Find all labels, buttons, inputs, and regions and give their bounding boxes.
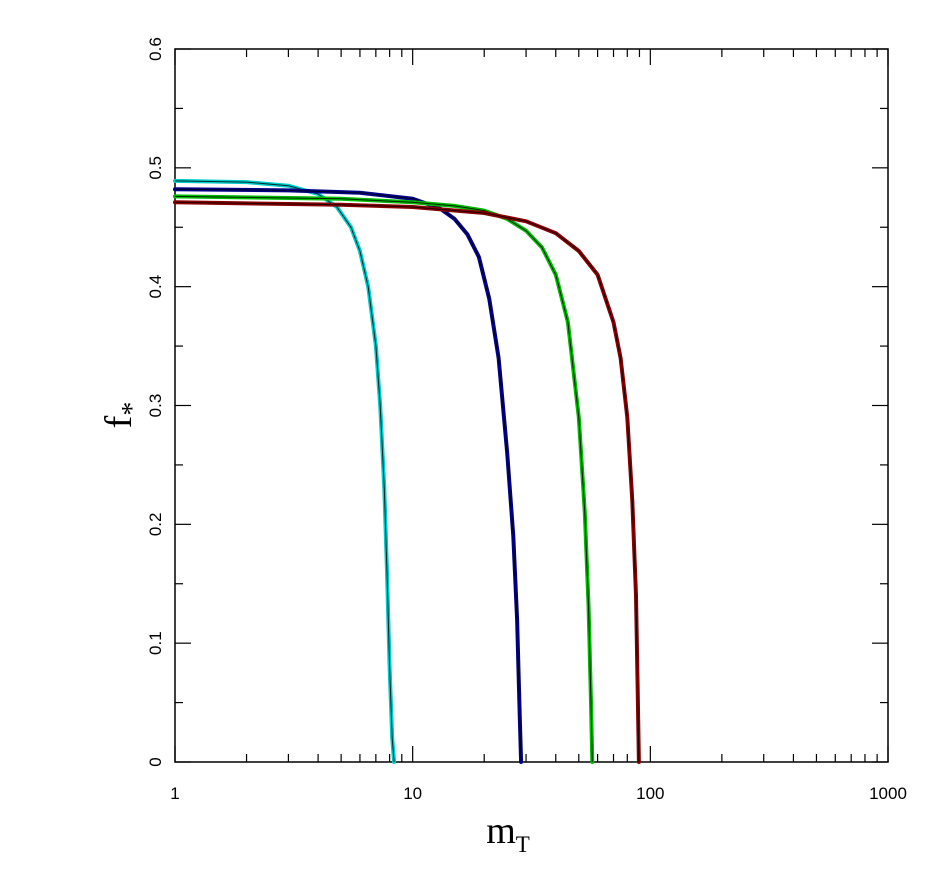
y-tick-label: 0.1 (146, 631, 165, 655)
x-tick-label: 10 (403, 784, 422, 803)
y-tick-label: 0.2 (146, 513, 165, 537)
y-tick-label: 0 (146, 757, 165, 766)
series-line-core-2 (174, 195, 593, 763)
x-axis-label: mT (486, 810, 530, 857)
y-axis-label: f* (98, 402, 148, 429)
y-axis-label-subscript: * (117, 402, 148, 416)
series-lines (173, 178, 641, 764)
series-line-0 (173, 178, 397, 764)
series-line-core-1 (174, 188, 522, 763)
series-line-core-3 (174, 201, 640, 763)
series-line-3 (173, 200, 641, 764)
plot-frame (174, 48, 889, 763)
series-line-core-0 (174, 180, 395, 763)
x-axis-label-main: m (486, 810, 516, 852)
plot-border (174, 48, 889, 763)
y-axis-ticks: 0 0.1 0.2 0.3 0.4 0.5 0.6 (146, 37, 888, 767)
x-axis-ticks: 1 10 100 1000 (170, 49, 907, 803)
y-tick-label: 0.5 (146, 156, 165, 180)
y-tick-label: 0.3 (146, 394, 165, 418)
series-line-1 (173, 187, 524, 764)
y-tick-label: 0.6 (146, 37, 165, 61)
x-axis-label-subscript: T (516, 832, 530, 857)
x-tick-label: 1000 (869, 784, 907, 803)
x-tick-label: 1 (170, 784, 179, 803)
y-tick-label: 0.4 (146, 275, 165, 299)
x-tick-label: 100 (636, 784, 664, 803)
y-axis-label-main: f (98, 415, 140, 428)
